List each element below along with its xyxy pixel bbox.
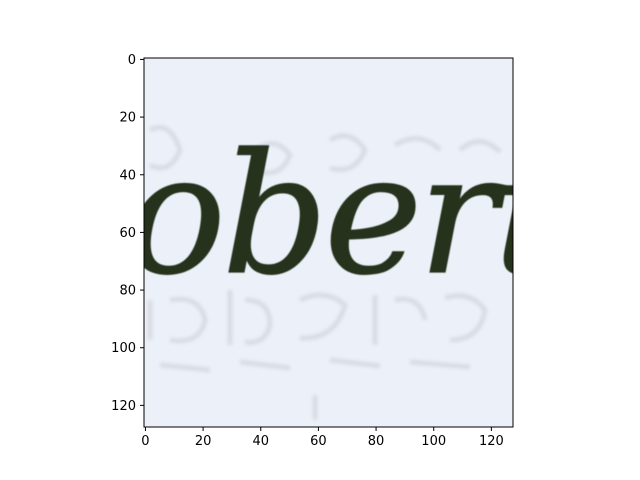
word-text: obert	[126, 119, 561, 312]
ghost-text-shapes	[147, 125, 502, 420]
x-tick-label: 60	[310, 434, 327, 449]
x-tick-label: 0	[141, 434, 149, 449]
y-axis: 0 20 40 60 80 100 120	[111, 53, 144, 414]
y-tick-label: 20	[119, 111, 136, 126]
x-tick-label: 80	[368, 434, 385, 449]
y-tick-label: 80	[119, 284, 136, 299]
image-display: obert	[126, 58, 561, 427]
handwritten-word-graphic: obert	[126, 118, 561, 312]
y-tick-label: 0	[128, 53, 136, 68]
x-axis: 0 20 40 60 80 100 120	[141, 427, 504, 449]
y-tick-label: 60	[119, 226, 136, 241]
x-tick-label: 20	[195, 434, 212, 449]
y-tick-label: 120	[111, 399, 136, 414]
x-tick-label: 100	[421, 434, 446, 449]
x-tick-label: 40	[252, 434, 269, 449]
axes-frame	[143, 57, 514, 428]
y-tick-label: 40	[119, 168, 136, 183]
y-tick-label: 100	[111, 341, 136, 356]
x-tick-label: 120	[479, 434, 504, 449]
